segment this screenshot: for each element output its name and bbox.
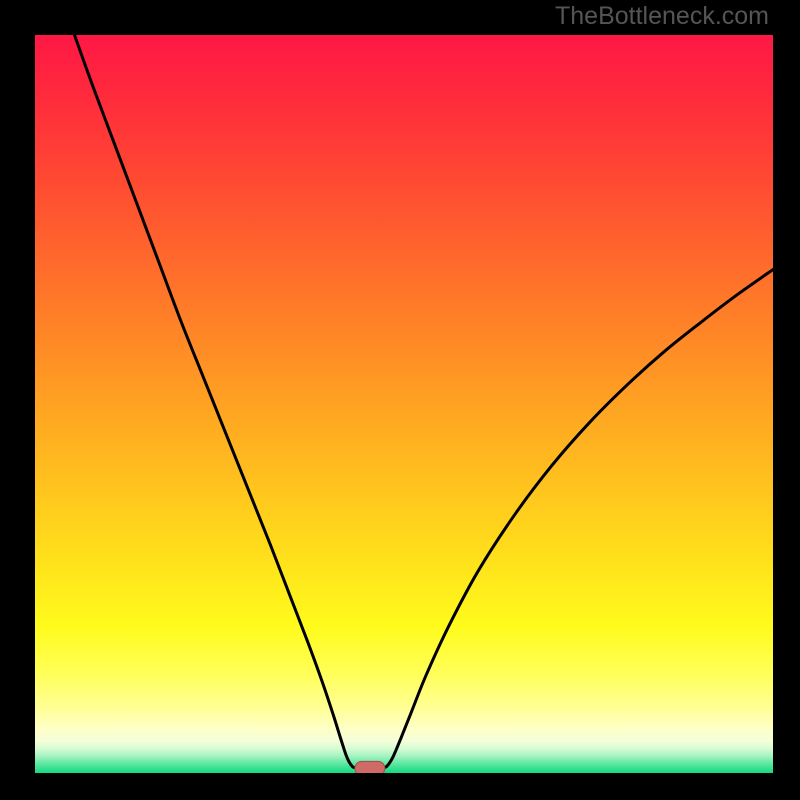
- watermark-text: TheBottleneck.com: [555, 2, 769, 31]
- gradient-background: [33, 33, 775, 775]
- chart-svg: [33, 33, 775, 775]
- optimal-marker: [355, 761, 385, 775]
- chart-plot-area: [33, 33, 775, 775]
